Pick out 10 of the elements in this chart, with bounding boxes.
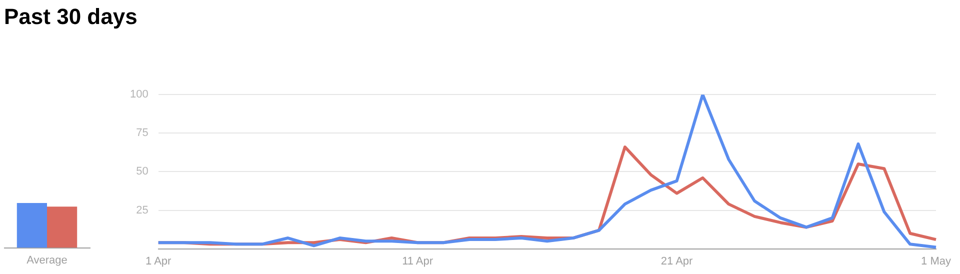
x-tick-label: 21 Apr bbox=[660, 255, 694, 268]
y-tick-label: 75 bbox=[136, 127, 148, 140]
y-tick-label: 100 bbox=[130, 88, 148, 101]
y-tick-label: 25 bbox=[136, 204, 148, 216]
x-tick-label: 1 May bbox=[921, 255, 952, 268]
chart-title: Past 30 days bbox=[4, 4, 138, 30]
x-tick-label: 11 Apr bbox=[402, 255, 434, 268]
x-tick-label: 1 Apr bbox=[146, 255, 172, 268]
x-tick-label: Average bbox=[26, 254, 68, 266]
y-tick-label: 50 bbox=[136, 166, 148, 178]
